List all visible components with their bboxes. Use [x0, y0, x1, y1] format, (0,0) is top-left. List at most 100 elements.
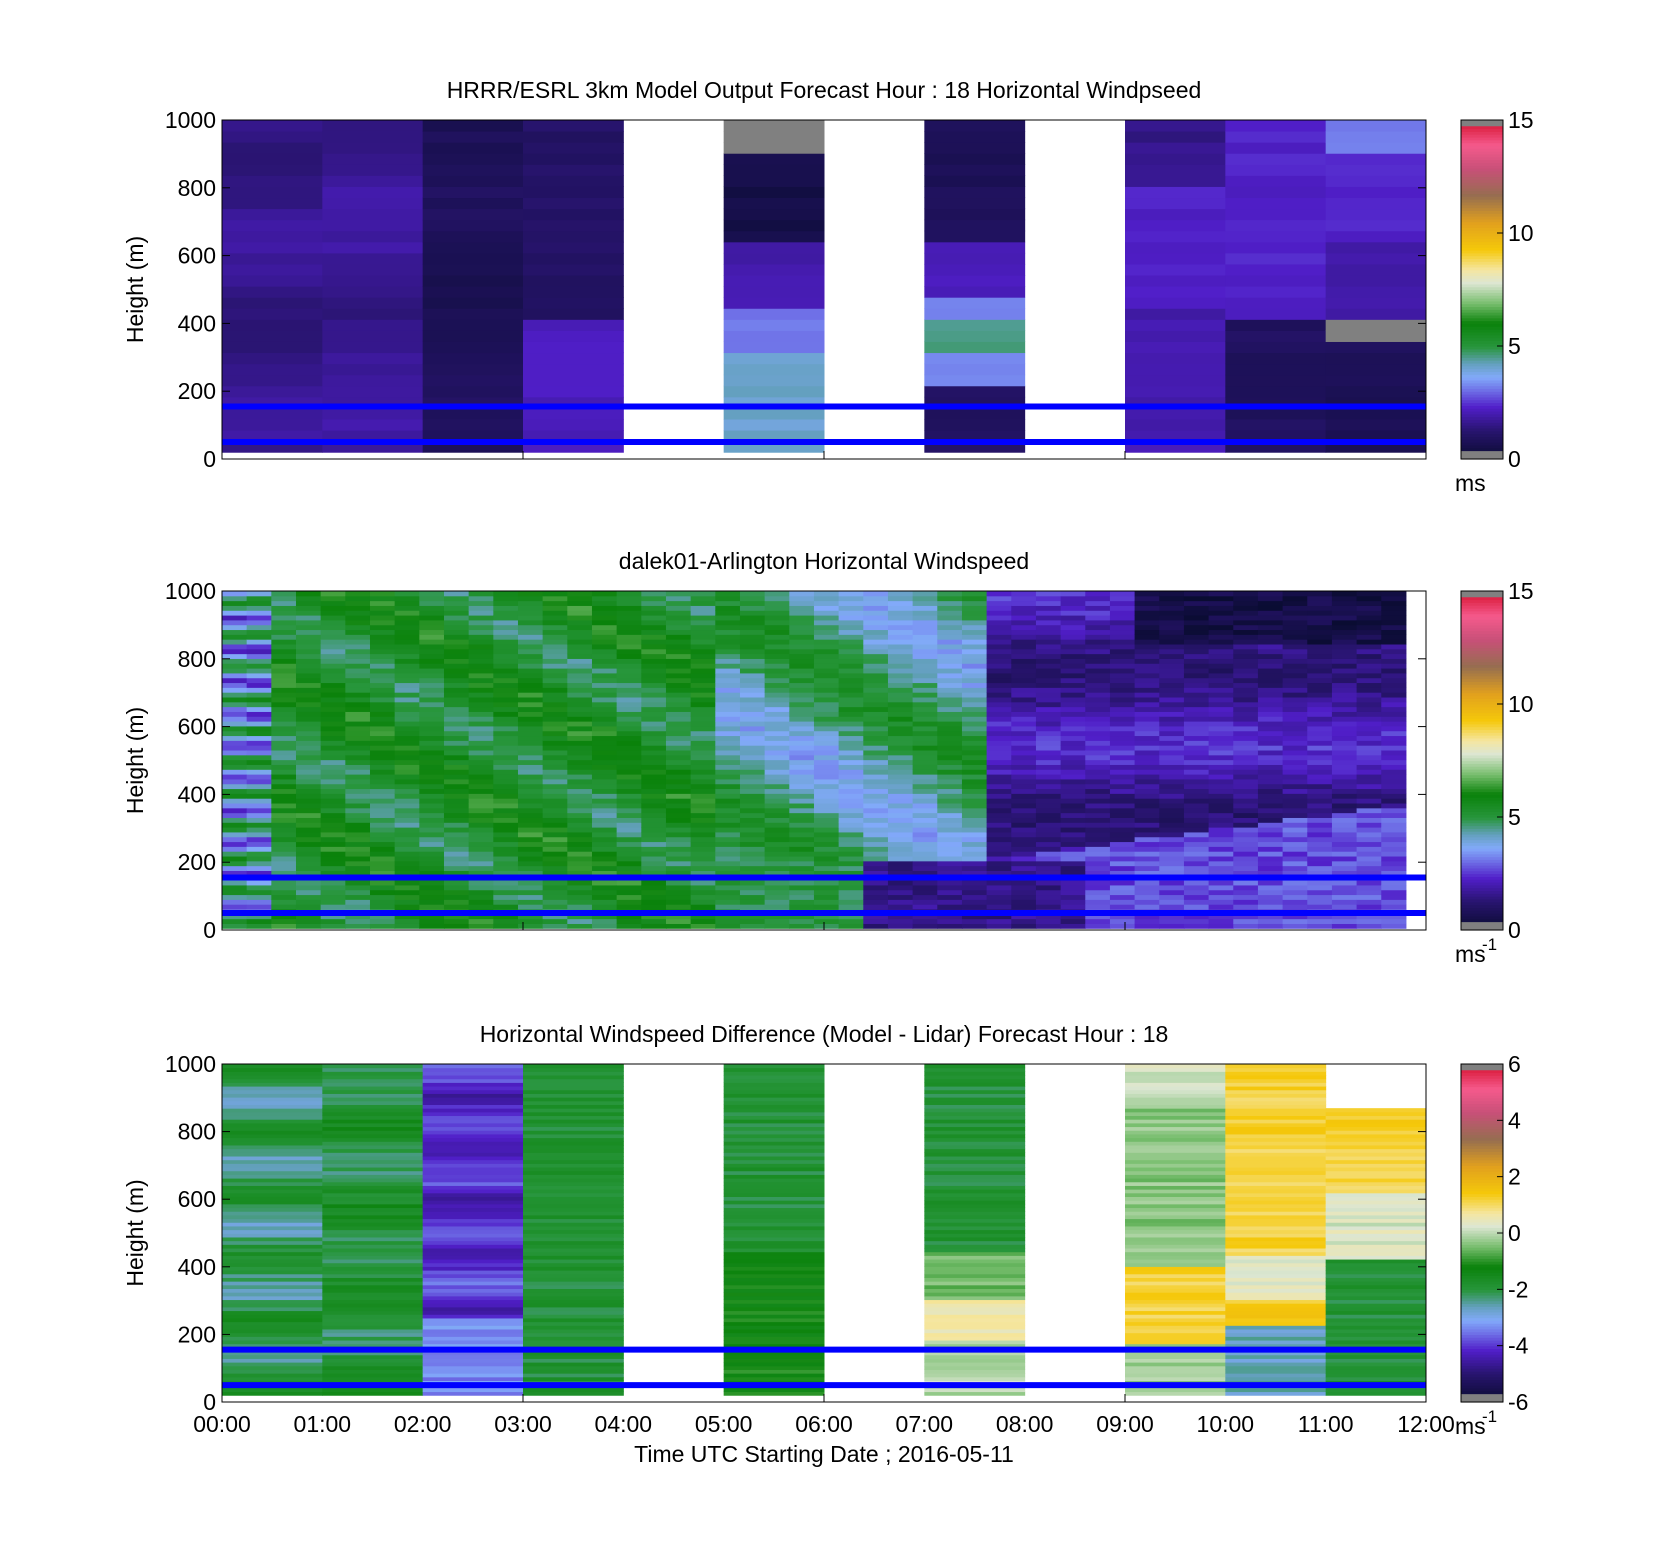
heatmap-cell — [1307, 841, 1333, 847]
colorbar-swatch — [1461, 833, 1503, 838]
colorbar-swatch — [1461, 1173, 1503, 1178]
heatmap-cell — [986, 923, 1012, 929]
colorbar-swatch — [1461, 258, 1503, 262]
heatmap-cell — [1159, 721, 1185, 727]
heatmap-cell — [419, 822, 445, 828]
heatmap-cell — [295, 615, 322, 621]
heatmap-cell — [295, 610, 322, 616]
heatmap-cell — [715, 870, 741, 876]
colorbar-swatch — [1461, 221, 1503, 226]
heatmap-cell — [986, 870, 1012, 876]
heatmap-cell — [723, 1328, 825, 1334]
colorbar-swatch — [1461, 655, 1503, 660]
heatmap-cell — [1331, 774, 1358, 780]
heatmap-cell — [1307, 639, 1333, 645]
heatmap-cell — [567, 648, 593, 655]
heatmap-cell — [523, 319, 624, 331]
heatmap-cell — [1225, 297, 1327, 309]
heatmap-cell — [924, 131, 1026, 143]
heatmap-cell — [1011, 740, 1037, 746]
heatmap-cell — [723, 1067, 825, 1072]
heatmap-cell — [937, 706, 963, 712]
heatmap-cell — [838, 889, 864, 896]
colorbar-swatch — [1461, 1202, 1503, 1206]
heatmap-cell — [422, 1218, 524, 1223]
colorbar-swatch — [1461, 845, 1503, 849]
heatmap-cell — [523, 418, 624, 431]
heatmap-cell — [1035, 730, 1062, 737]
heatmap-cell — [1356, 711, 1382, 717]
heatmap-cell — [1208, 615, 1234, 621]
heatmap-cell — [641, 600, 667, 606]
colorbar-swatch — [1461, 1379, 1503, 1383]
heatmap-cell — [715, 600, 741, 606]
heatmap-cell — [394, 856, 420, 862]
heatmap-cell — [542, 793, 568, 799]
heatmap-cell — [1183, 648, 1210, 655]
heatmap-cell — [1035, 783, 1062, 790]
heatmap-cell — [665, 870, 692, 876]
heatmap-cell — [1225, 1174, 1327, 1179]
heatmap-cell — [320, 913, 346, 920]
heatmap-cell — [1282, 615, 1308, 621]
heatmap-cell — [912, 822, 938, 828]
heatmap-cell — [715, 668, 741, 674]
heatmap-cell — [1011, 591, 1037, 597]
heatmap-cell — [723, 1200, 825, 1205]
heatmap-cell — [271, 711, 297, 717]
heatmap-cell — [1257, 672, 1284, 679]
heatmap-cell — [246, 860, 272, 867]
heatmap-cell — [394, 711, 420, 717]
heatmap-cell — [591, 788, 618, 794]
heatmap-cell — [222, 1229, 323, 1234]
heatmap-cell — [665, 899, 692, 905]
heatmap-cell — [924, 1351, 1026, 1356]
heatmap-cell — [961, 831, 988, 838]
heatmap-cell — [1125, 1332, 1226, 1337]
heatmap-cell — [1381, 745, 1407, 751]
heatmap-cell — [1233, 740, 1259, 746]
heatmap-cell — [1325, 1273, 1427, 1278]
heatmap-cell — [1134, 774, 1160, 780]
heatmap-cell — [887, 865, 914, 871]
heatmap-cell — [493, 788, 519, 794]
heatmap-cell — [863, 725, 889, 732]
heatmap-cell — [1183, 600, 1210, 606]
heatmap-cell — [986, 716, 1012, 722]
heatmap-cell — [961, 754, 988, 761]
heatmap-cell — [320, 923, 346, 929]
colorbar-unit-exponent: -1 — [1482, 935, 1497, 954]
heatmap-cell — [1381, 711, 1407, 717]
heatmap-cell — [222, 1354, 323, 1359]
heatmap-cell — [493, 764, 519, 770]
heatmap-cell — [739, 735, 766, 741]
heatmap-cell — [493, 754, 519, 761]
heatmap-cell — [1011, 672, 1037, 679]
heatmap-cell — [369, 725, 396, 732]
heatmap-cell — [322, 1181, 424, 1186]
heatmap-cell — [1225, 1111, 1327, 1117]
heatmap-cell — [222, 1097, 323, 1102]
heatmap-cell — [1225, 1325, 1327, 1330]
heatmap-cell — [322, 1222, 424, 1227]
heatmap-cell — [493, 745, 519, 751]
colorbar-swatch — [1461, 1376, 1503, 1381]
heatmap-cell — [764, 725, 790, 732]
heatmap-cell — [322, 1281, 424, 1286]
heatmap-cell — [322, 1130, 424, 1135]
heatmap-cell — [422, 1082, 524, 1087]
heatmap-cell — [468, 711, 494, 717]
heatmap-cell — [961, 716, 988, 722]
y-tick-label: 0 — [203, 1389, 216, 1415]
heatmap-cell — [764, 788, 790, 794]
heatmap-cell — [1060, 860, 1086, 867]
heatmap-cell — [887, 692, 914, 698]
heatmap-cell — [271, 913, 297, 920]
heatmap-cell — [1125, 197, 1226, 210]
heatmap-cell — [1233, 803, 1259, 809]
heatmap-cell — [222, 1196, 323, 1201]
heatmap-cell — [567, 812, 593, 818]
heatmap-cell — [1134, 884, 1160, 891]
heatmap-cell — [838, 827, 864, 833]
heatmap-cell — [517, 918, 544, 924]
